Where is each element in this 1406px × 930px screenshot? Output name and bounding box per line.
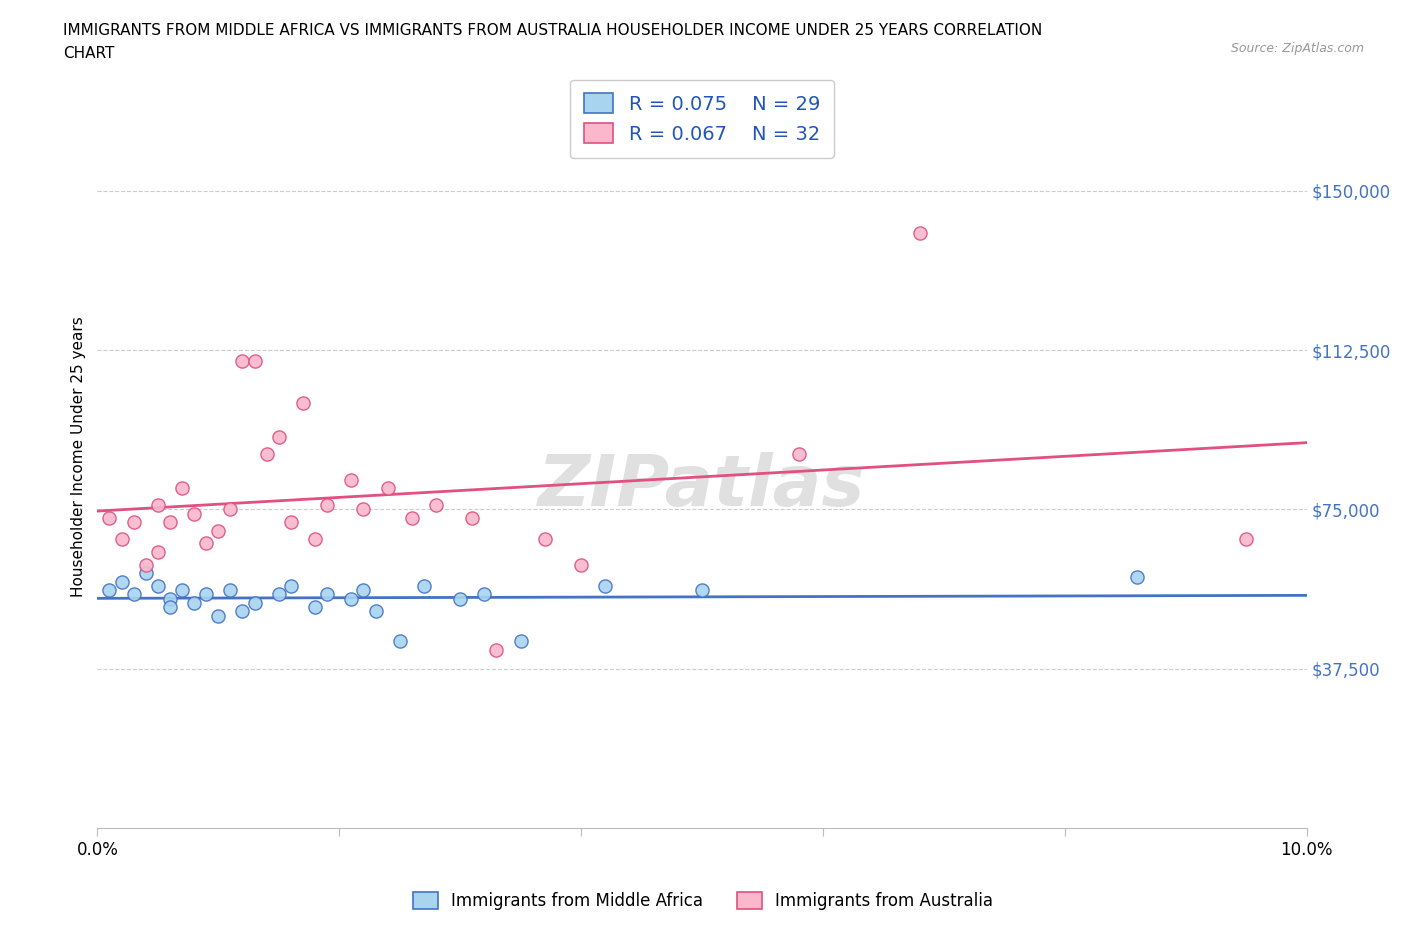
Point xyxy=(340,591,363,606)
Point xyxy=(159,514,181,529)
Point xyxy=(231,604,253,618)
Point xyxy=(1126,570,1149,585)
Text: ZIPatlas: ZIPatlas xyxy=(538,452,866,521)
Point xyxy=(388,633,411,648)
Point xyxy=(207,608,229,623)
Point xyxy=(787,446,810,461)
Legend: Immigrants from Middle Africa, Immigrants from Australia: Immigrants from Middle Africa, Immigrant… xyxy=(406,885,1000,917)
Point xyxy=(122,587,145,602)
Point xyxy=(1234,532,1257,547)
Point xyxy=(316,587,339,602)
Point xyxy=(110,574,132,589)
Point xyxy=(146,498,169,512)
Point xyxy=(461,511,484,525)
Text: IMMIGRANTS FROM MIDDLE AFRICA VS IMMIGRANTS FROM AUSTRALIA HOUSEHOLDER INCOME UN: IMMIGRANTS FROM MIDDLE AFRICA VS IMMIGRA… xyxy=(63,23,1042,38)
Point xyxy=(122,514,145,529)
Point xyxy=(509,633,531,648)
Point xyxy=(364,604,387,618)
Point xyxy=(595,578,617,593)
Point xyxy=(280,578,302,593)
Point xyxy=(908,226,931,241)
Point xyxy=(98,511,121,525)
Point xyxy=(267,587,290,602)
Point xyxy=(690,583,713,598)
Y-axis label: Householder Income Under 25 years: Householder Income Under 25 years xyxy=(72,316,86,597)
Point xyxy=(304,532,326,547)
Point xyxy=(316,498,339,512)
Point xyxy=(110,532,132,547)
Point xyxy=(243,353,266,368)
Point xyxy=(219,502,242,517)
Point xyxy=(159,600,181,615)
Point xyxy=(219,583,242,598)
Point xyxy=(207,524,229,538)
Point xyxy=(340,472,363,487)
Point xyxy=(146,578,169,593)
Point xyxy=(256,446,278,461)
Point xyxy=(425,498,447,512)
Point xyxy=(146,544,169,559)
Point xyxy=(412,578,434,593)
Point xyxy=(534,532,557,547)
Point xyxy=(195,536,218,551)
Point xyxy=(170,481,193,496)
Point xyxy=(401,511,423,525)
Point xyxy=(98,583,121,598)
Point xyxy=(352,583,374,598)
Point xyxy=(183,595,205,610)
Legend: R = 0.075    N = 29, R = 0.067    N = 32: R = 0.075 N = 29, R = 0.067 N = 32 xyxy=(571,80,834,157)
Point xyxy=(135,557,157,572)
Point xyxy=(159,591,181,606)
Point xyxy=(485,643,508,658)
Point xyxy=(449,591,471,606)
Point xyxy=(135,565,157,580)
Point xyxy=(170,583,193,598)
Point xyxy=(352,502,374,517)
Text: CHART: CHART xyxy=(63,46,115,61)
Point xyxy=(304,600,326,615)
Point xyxy=(377,481,399,496)
Point xyxy=(472,587,495,602)
Point xyxy=(231,353,253,368)
Point xyxy=(183,506,205,521)
Point xyxy=(280,514,302,529)
Text: Source: ZipAtlas.com: Source: ZipAtlas.com xyxy=(1230,42,1364,55)
Point xyxy=(243,595,266,610)
Point xyxy=(291,396,314,411)
Point xyxy=(267,430,290,445)
Point xyxy=(569,557,592,572)
Point xyxy=(195,587,218,602)
